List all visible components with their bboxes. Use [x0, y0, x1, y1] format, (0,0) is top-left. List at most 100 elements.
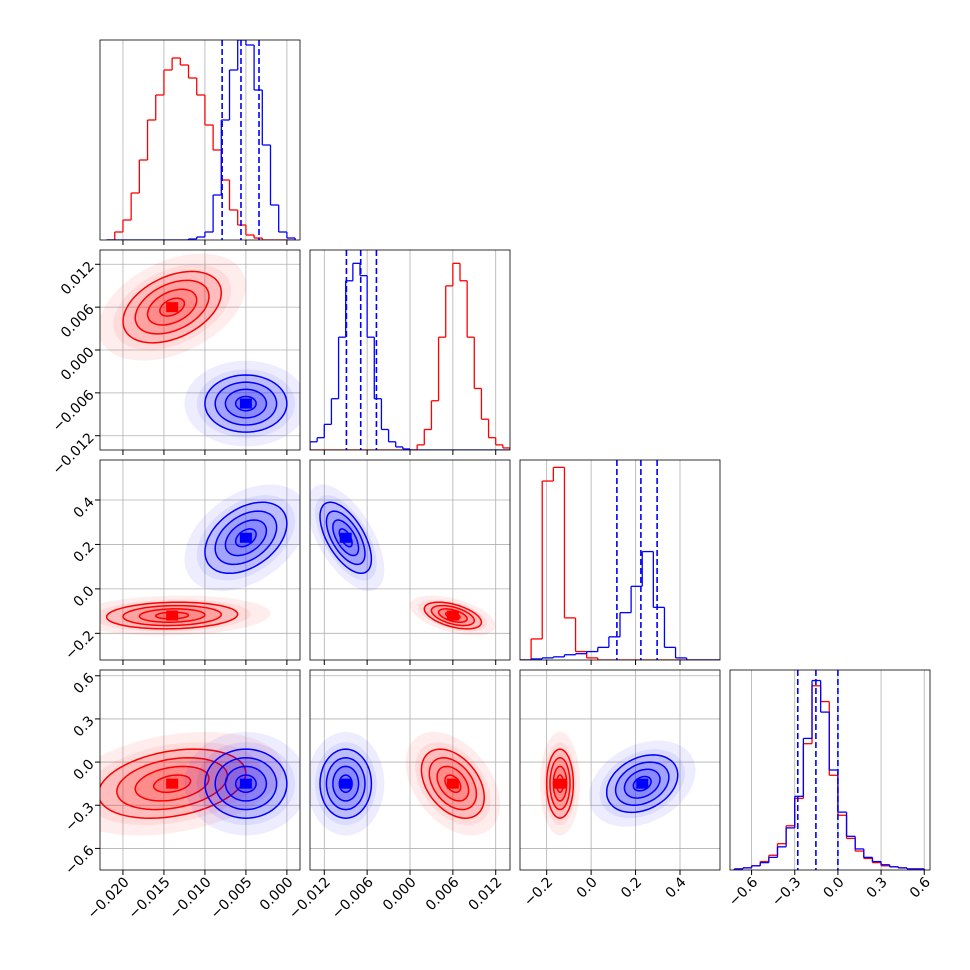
contour — [204, 501, 288, 575]
contour — [134, 765, 210, 802]
x-tick-label: 0.0 — [574, 874, 601, 901]
x-tick-label: −0.2 — [521, 874, 556, 909]
density-peak — [636, 778, 649, 789]
contour — [234, 528, 257, 548]
scatter-cloud — [100, 595, 271, 636]
panel-frame — [99, 459, 301, 661]
density-peak — [339, 778, 352, 789]
x-tick-label: −0.3 — [769, 874, 804, 909]
x-tick-label: 0.2 — [618, 874, 645, 901]
panel — [310, 460, 510, 660]
y-tick-label: −0.006 — [50, 387, 98, 435]
panel — [310, 250, 510, 450]
panel-frame — [99, 669, 301, 871]
y-tick-label: 0.0 — [71, 583, 98, 610]
density-peak — [239, 398, 252, 409]
x-tick-label: −0.015 — [126, 874, 174, 922]
x-tick-label: 0.6 — [907, 874, 934, 901]
contour — [605, 754, 679, 814]
x-tick-label: 0.3 — [864, 874, 891, 901]
x-tick-label: −0.020 — [85, 874, 133, 922]
y-tick-label: 0.6 — [71, 670, 98, 697]
panel — [733, 670, 925, 870]
panel — [100, 670, 300, 870]
density-peak — [554, 778, 566, 789]
y-tick-label: 0.006 — [58, 301, 98, 341]
x-tick-label: 0.4 — [663, 874, 690, 901]
panel — [100, 250, 300, 450]
y-tick-label: 0.000 — [58, 344, 98, 384]
y-tick-label: −0.6 — [62, 843, 97, 878]
panel — [520, 460, 720, 660]
density-peak — [446, 778, 459, 789]
contour — [122, 604, 223, 627]
density-peak — [239, 778, 252, 789]
y-tick-label: 0.4 — [71, 494, 98, 521]
density-peak — [166, 610, 179, 621]
contour — [552, 765, 568, 802]
contour — [319, 501, 373, 575]
x-tick-label: −0.010 — [167, 874, 215, 922]
x-tick-label: 0.0 — [821, 874, 848, 901]
contour — [134, 279, 210, 335]
density-peak — [166, 778, 179, 789]
contour — [204, 748, 288, 819]
x-tick-label: −0.6 — [726, 874, 761, 909]
density-peak — [339, 532, 352, 543]
contour — [444, 774, 462, 794]
contour — [204, 374, 288, 433]
contour — [234, 774, 257, 794]
y-tick-label: 0.2 — [71, 539, 98, 566]
contour — [319, 748, 373, 819]
y-tick-label: 0.012 — [58, 259, 98, 299]
panel-frame — [729, 669, 931, 871]
density-peak — [166, 302, 179, 313]
panel-frame — [519, 459, 721, 661]
contour — [100, 748, 247, 819]
contour — [152, 774, 192, 794]
y-tick-label: 0.3 — [71, 713, 98, 740]
contour — [214, 381, 278, 426]
x-tick-label: 0.000 — [380, 874, 420, 914]
contour — [234, 395, 257, 412]
contour — [437, 608, 468, 623]
contour — [146, 288, 198, 326]
contour — [325, 757, 366, 811]
x-tick-label: −0.012 — [286, 874, 334, 922]
contour — [549, 757, 571, 811]
contour — [623, 768, 661, 799]
panel — [310, 670, 510, 870]
contour — [224, 388, 268, 419]
x-tick-label: 0.006 — [423, 874, 463, 914]
contour — [214, 510, 278, 566]
contour — [159, 297, 186, 317]
contour — [214, 757, 278, 811]
panel-frame — [99, 39, 301, 241]
contour — [122, 270, 223, 344]
contour — [430, 604, 476, 627]
y-tick-label: −0.2 — [62, 628, 97, 663]
y-tick-label: 0.0 — [71, 756, 98, 783]
contour — [436, 765, 470, 802]
contour — [332, 519, 360, 557]
x-tick-label: −0.006 — [329, 874, 377, 922]
contour — [325, 510, 366, 566]
density-peak — [239, 532, 252, 543]
panel-frame — [519, 669, 721, 871]
contour — [423, 601, 483, 630]
x-tick-label: −0.005 — [208, 874, 256, 922]
y-tick-label: −0.012 — [50, 430, 98, 478]
contour — [614, 761, 670, 807]
contour — [138, 608, 206, 623]
contour — [428, 757, 478, 811]
panel — [100, 460, 300, 660]
contour — [224, 519, 268, 557]
contour — [224, 765, 268, 802]
contour — [154, 611, 190, 620]
contour — [338, 774, 353, 794]
density-peak — [446, 610, 459, 621]
scatter-cloud — [100, 742, 261, 826]
x-tick-label: 0.012 — [466, 874, 506, 914]
contour — [332, 765, 360, 802]
